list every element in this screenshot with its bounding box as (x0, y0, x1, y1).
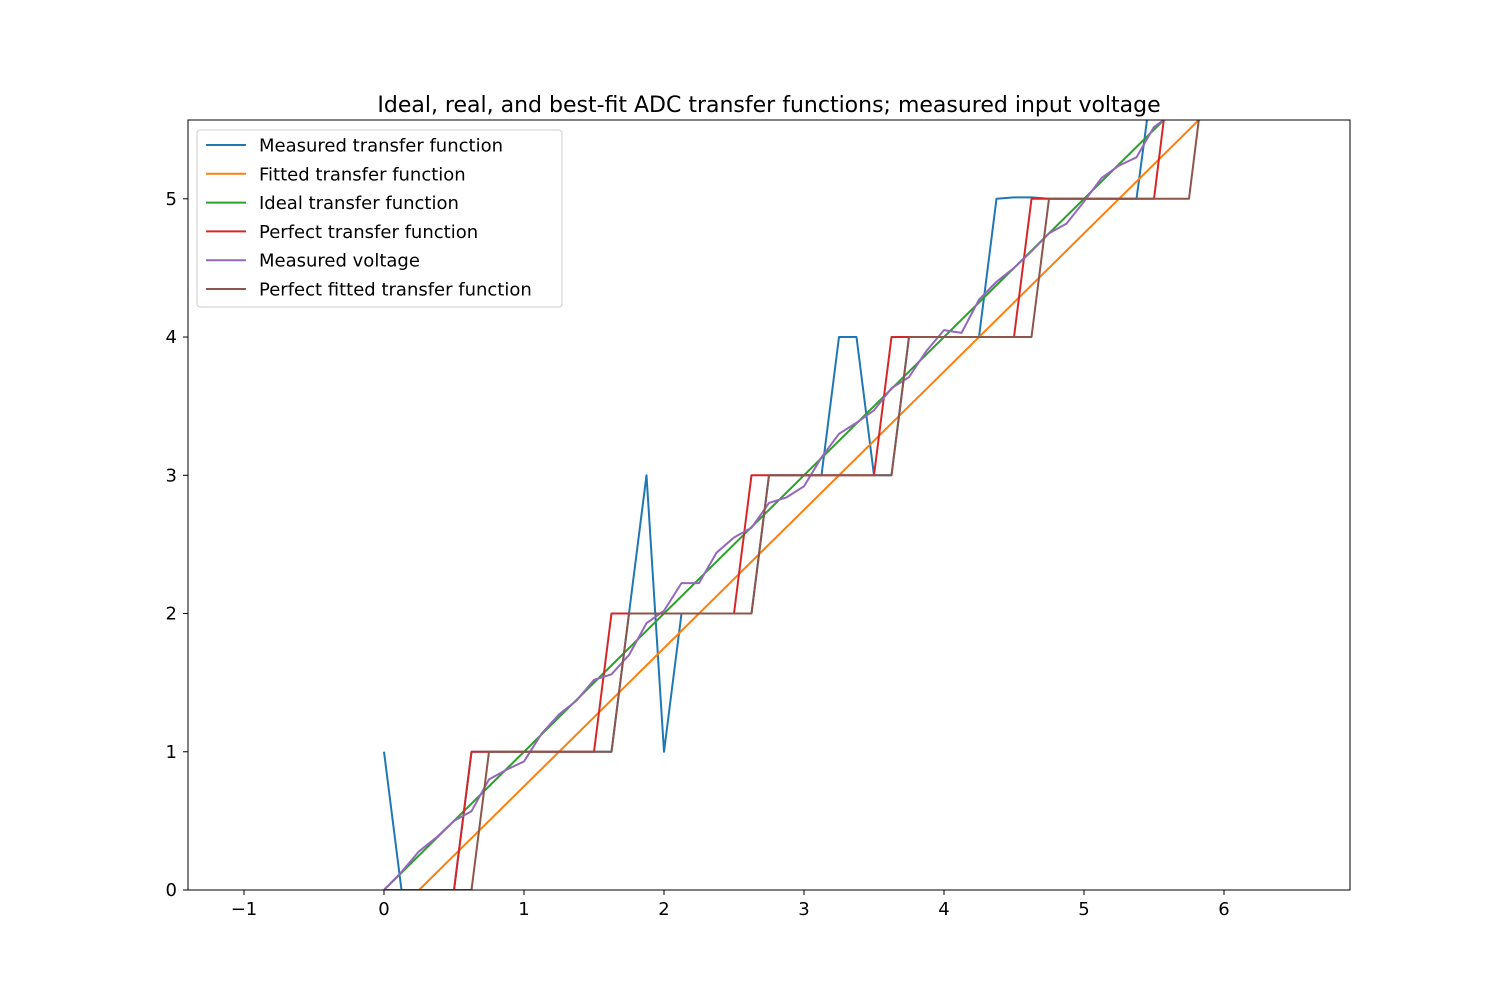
legend-label-0: Measured transfer function (259, 136, 503, 157)
x-tick-label: −1 (231, 899, 258, 920)
y-axis: 0 1 2 3 4 5 (166, 189, 188, 901)
x-tick-label: 1 (518, 899, 529, 920)
series-line-1 (418, 120, 1200, 890)
x-tick-label: 2 (658, 899, 669, 920)
x-tick-label: 5 (1078, 899, 1089, 920)
series-line-3 (384, 120, 1165, 890)
legend-label-4: Measured voltage (259, 251, 420, 272)
legend[interactable]: Measured transfer function Fitted transfe… (196, 129, 563, 308)
x-axis: −1 0 1 2 3 4 5 6 (231, 890, 1230, 920)
y-tick-label: 1 (166, 742, 177, 763)
chart-title: Ideal, real, and best-fit ADC transfer f… (377, 93, 1160, 118)
x-tick-label: 6 (1218, 899, 1229, 920)
y-tick-label: 2 (166, 604, 177, 625)
plot-frame (187, 119, 1351, 891)
series-line-5 (384, 120, 1200, 890)
series-layer (383, 120, 1200, 890)
legend-label-1: Fitted transfer function (259, 164, 466, 185)
series-line-4 (383, 120, 1165, 890)
legend-frame (196, 129, 563, 308)
y-tick-label: 4 (166, 327, 177, 348)
y-tick-label: 3 (166, 465, 177, 486)
legend-label-3: Perfect transfer function (259, 222, 478, 243)
y-tick-label: 0 (166, 880, 177, 901)
x-tick-label: 4 (938, 899, 949, 920)
legend-label-2: Ideal transfer function (259, 193, 459, 214)
legend-label-5: Perfect fitted transfer function (259, 280, 532, 301)
x-tick-label: 3 (798, 899, 809, 920)
y-tick-label: 5 (166, 189, 177, 210)
x-tick-label: 0 (378, 899, 389, 920)
